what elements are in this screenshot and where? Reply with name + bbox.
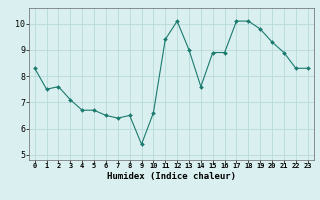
X-axis label: Humidex (Indice chaleur): Humidex (Indice chaleur) <box>107 172 236 181</box>
